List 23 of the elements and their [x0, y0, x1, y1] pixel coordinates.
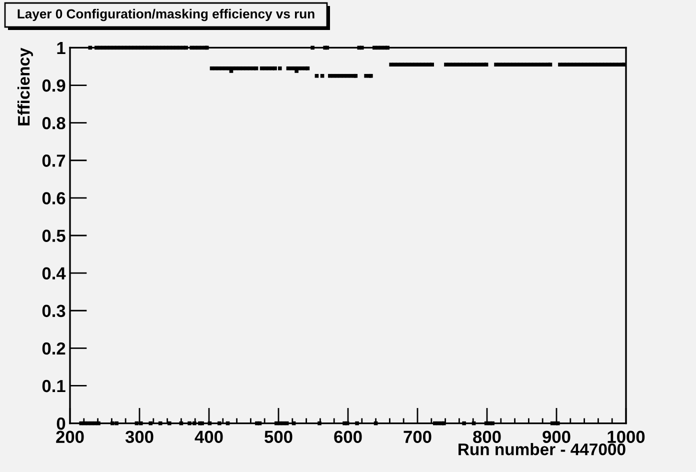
- x-axis-title: Run number - 447000: [458, 443, 626, 456]
- y-tick-label: 0.3: [42, 304, 66, 318]
- y-tick-label: 0.9: [42, 79, 66, 92]
- y-tick-label: 0.4: [42, 267, 66, 280]
- y-tick-label: 0.8: [42, 116, 66, 130]
- y-tick-label: 0.7: [42, 154, 66, 167]
- x-tick-label: 400: [194, 430, 223, 443]
- x-tick-label: 700: [404, 430, 432, 443]
- x-tick-label: 1000: [608, 430, 645, 443]
- y-tick-label: 0: [56, 417, 66, 430]
- y-tick-label: 1: [57, 42, 66, 54]
- y-tick-label: 0.6: [42, 192, 66, 204]
- x-tick-label: 900: [542, 430, 570, 443]
- y-tick-label: 0.5: [42, 230, 66, 242]
- x-tick-label: 600: [334, 430, 362, 443]
- y-tick-label: 0.1: [42, 380, 66, 392]
- chart-title: Layer 0 Configuration/masking efficiency vs run: [18, 8, 314, 22]
- x-tick-label: 200: [56, 430, 84, 443]
- x-tick-label: 500: [264, 430, 292, 443]
- y-axis-title: Efficiency: [17, 48, 33, 126]
- x-tick-label: 300: [125, 430, 154, 444]
- y-tick-label: 0.2: [42, 342, 66, 355]
- x-tick-label: 800: [473, 430, 501, 443]
